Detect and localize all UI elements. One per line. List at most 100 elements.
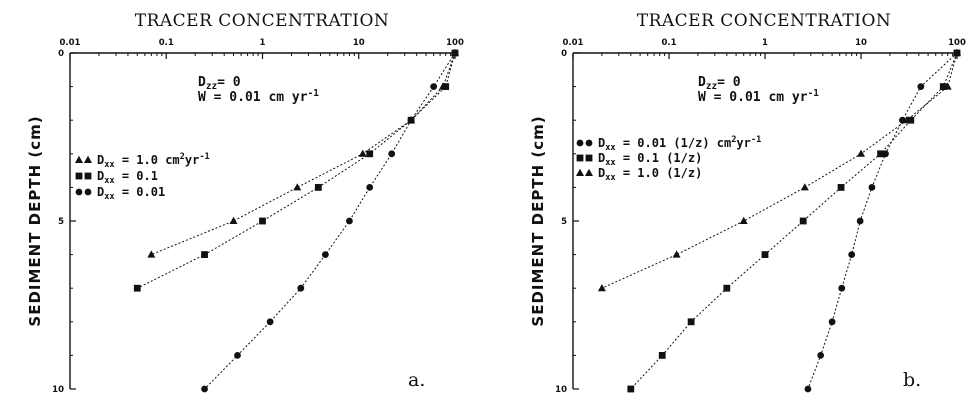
series-circle	[201, 49, 459, 393]
data-point-circle	[868, 184, 876, 191]
chart-title: TRACER CONCENTRATION	[135, 11, 390, 31]
x-tick-label: 1	[762, 38, 768, 48]
parameter-annotation: Dzz= 0	[198, 75, 241, 92]
y-tick-label: 5	[561, 217, 567, 227]
legend-marker-circle	[84, 188, 92, 196]
data-point-square	[442, 83, 450, 90]
data-point-triangle	[857, 149, 865, 157]
legend-marker-square	[84, 172, 92, 180]
chart-title: TRACER CONCENTRATION	[637, 11, 892, 31]
y-axis-label: SEDIMENT DEPTH (cm)	[26, 115, 44, 326]
data-point-triangle	[739, 216, 748, 224]
legend-marker-square	[75, 172, 83, 180]
x-tick-label: 1	[260, 38, 266, 48]
data-point-triangle	[147, 250, 156, 258]
legend-marker-triangle	[84, 155, 92, 163]
series-triangle	[597, 48, 961, 292]
legend-marker-square	[576, 154, 584, 162]
x-tick-label: 0.1	[661, 38, 676, 48]
data-point-circle	[804, 385, 812, 393]
data-point-triangle	[800, 183, 809, 191]
data-point-circle	[346, 217, 353, 225]
legend-marker-triangle	[585, 168, 593, 176]
x-tick-label: 100	[948, 38, 966, 48]
data-point-circle	[856, 217, 864, 225]
data-point-circle	[388, 150, 396, 158]
data-point-square	[939, 83, 947, 90]
data-point-square	[723, 284, 731, 292]
legend-label: Dxx = 0.01 (1/z) cm2yr-1	[598, 135, 761, 153]
data-point-circle	[321, 251, 329, 258]
series-line	[137, 52, 456, 289]
data-point-circle	[201, 385, 208, 393]
data-point-circle	[297, 284, 305, 292]
data-point-square	[907, 116, 915, 124]
legend-marker-circle	[585, 139, 593, 147]
chart-panel-a: TRACER CONCENTRATION SEDIMENT DEPTH (cm) 0…	[26, 11, 464, 395]
data-point-circle	[838, 284, 846, 292]
data-point-circle	[234, 352, 241, 359]
series-square	[133, 49, 459, 292]
legend-label: Dxx = 0.1 (1/z)	[598, 151, 702, 168]
legend-label: Dxx = 1.0 cm2yr-1	[97, 152, 210, 170]
data-point-square	[627, 385, 635, 393]
legend-entry: Dxx = 0.1 (1/z)	[576, 151, 702, 168]
legend-entry: Dxx = 0.01	[75, 185, 165, 202]
x-tick-label: 0.01	[60, 38, 81, 48]
legend-marker-circle	[75, 188, 83, 196]
x-tick-label: 100	[446, 38, 464, 48]
data-point-triangle	[672, 250, 681, 258]
data-point-circle	[366, 184, 374, 191]
data-point-circle	[917, 83, 925, 90]
data-point-square	[201, 251, 208, 258]
data-point-square	[687, 318, 695, 326]
legend-label: Dxx = 1.0 (1/z)	[598, 166, 702, 183]
data-point-circle	[430, 83, 438, 90]
y-tick-label: 0	[561, 49, 567, 59]
chart-panel-b: TRACER CONCENTRATION SEDIMENT DEPTH (cm) 0…	[529, 11, 966, 395]
data-point-square	[314, 184, 322, 191]
legend-entry: Dxx = 1.0 cm2yr-1	[75, 152, 210, 170]
legend-label: Dxx = 0.01	[97, 185, 165, 202]
data-point-square	[837, 184, 845, 191]
legend-entry: Dxx = 1.0 (1/z)	[576, 166, 702, 183]
x-tick-label: 10	[353, 38, 365, 48]
legend-marker-square	[585, 154, 593, 162]
x-tick-label: 0.01	[563, 38, 584, 48]
data-point-triangle	[293, 183, 302, 191]
x-tick-label: 10	[855, 38, 867, 48]
data-point-square	[658, 352, 666, 359]
legend-entry: Dxx = 0.01 (1/z) cm2yr-1	[576, 135, 761, 153]
data-point-circle	[848, 251, 856, 258]
y-tick-label: 0	[58, 49, 64, 59]
x-tick-label: 0.1	[159, 38, 174, 48]
series-line	[807, 52, 958, 390]
series-square	[627, 49, 961, 393]
legend-marker-circle	[576, 139, 584, 147]
series-line	[630, 52, 958, 390]
data-point-circle	[266, 318, 274, 326]
data-point-square	[761, 251, 769, 258]
data-point-circle	[828, 318, 836, 326]
panel-label: b.	[903, 369, 921, 391]
y-tick-label: 5	[58, 217, 64, 227]
series-line	[601, 52, 958, 289]
y-axis-label: SEDIMENT DEPTH (cm)	[529, 115, 547, 326]
data-point-circle	[407, 116, 415, 124]
parameter-annotation: Dzz= 0	[698, 75, 741, 92]
panel-label: a.	[408, 369, 425, 391]
data-point-square	[259, 217, 266, 225]
data-point-triangle	[953, 48, 961, 56]
series-circle	[804, 49, 961, 393]
y-tick-label: 10	[555, 385, 567, 395]
data-point-triangle	[229, 216, 238, 224]
parameter-annotation: W = 0.01 cm yr-1	[698, 88, 819, 105]
y-tick-label: 10	[52, 385, 64, 395]
data-point-circle	[817, 352, 825, 359]
data-point-square	[366, 150, 374, 158]
data-point-triangle	[597, 284, 606, 292]
data-point-triangle	[358, 149, 367, 157]
data-point-square	[799, 217, 807, 225]
data-point-square	[133, 284, 141, 292]
parameter-annotation: W = 0.01 cm yr-1	[198, 88, 319, 105]
